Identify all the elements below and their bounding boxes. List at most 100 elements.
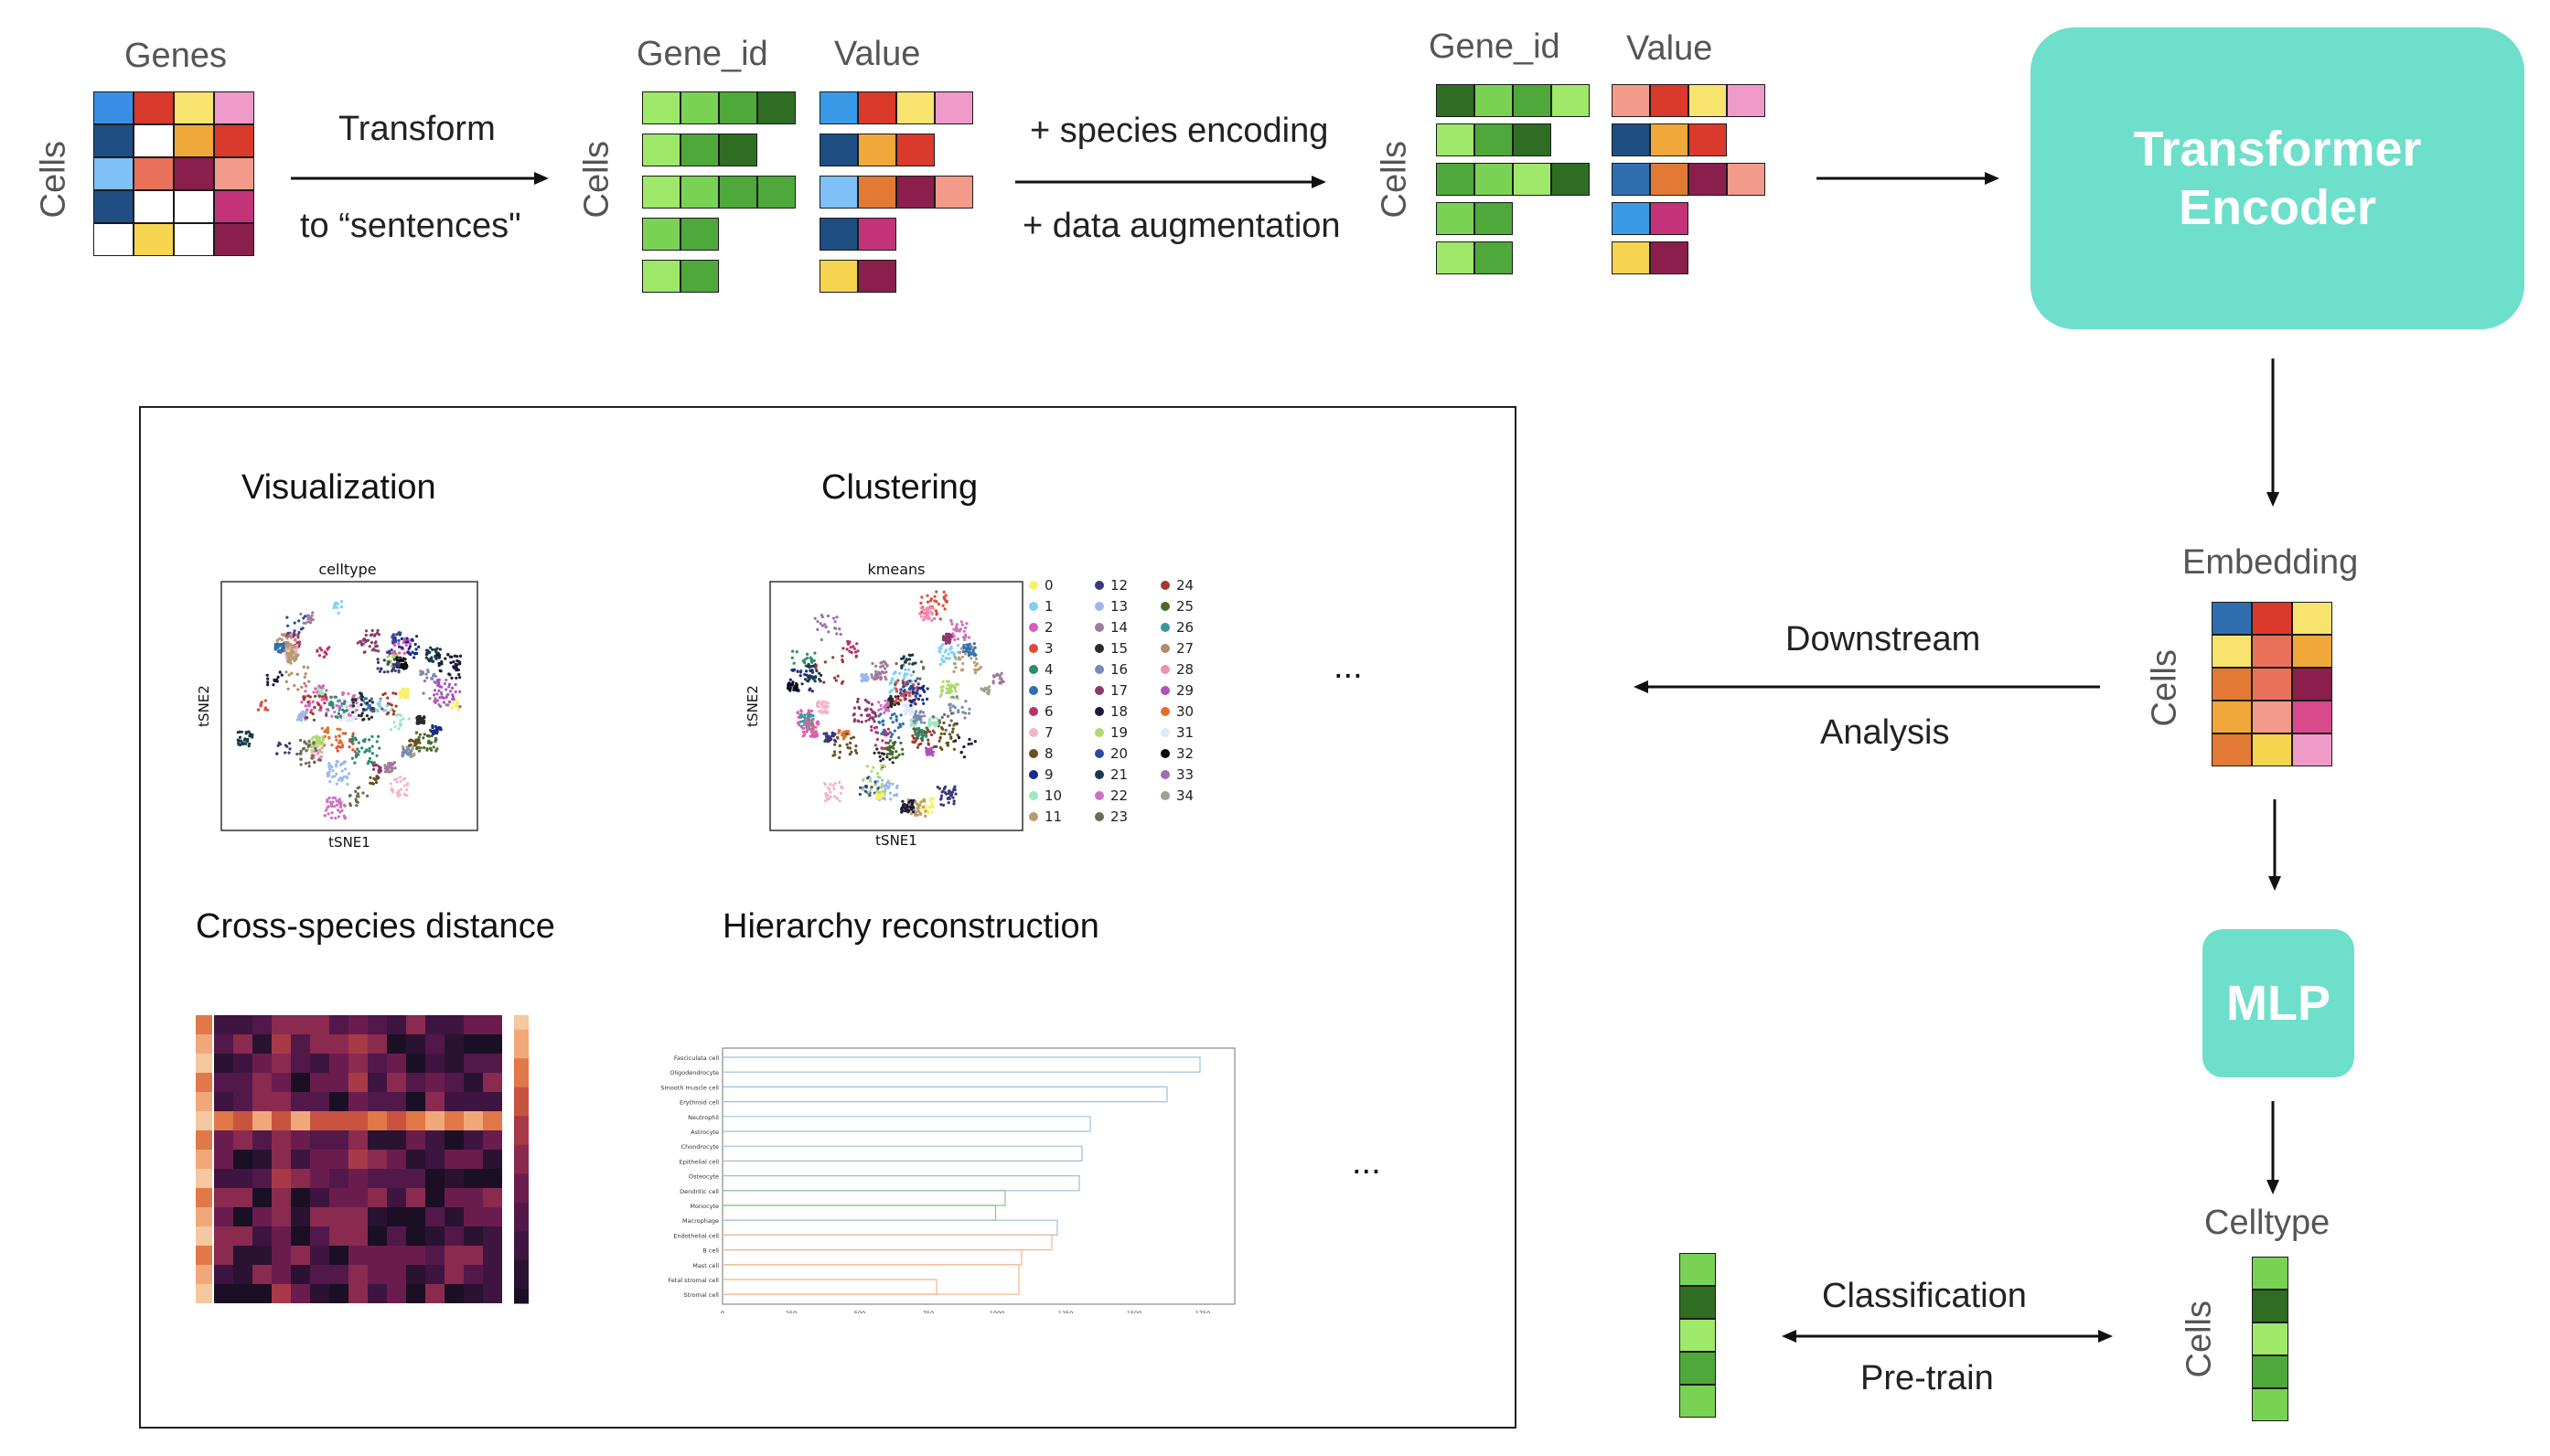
tsne-point — [385, 650, 390, 654]
tsne-point — [307, 740, 311, 744]
heatmap-cell — [368, 1226, 387, 1246]
legend-marker — [1161, 665, 1170, 674]
tsne-point — [370, 707, 374, 711]
tsne-point — [351, 711, 355, 714]
tsne-point — [952, 747, 956, 751]
tsne-point — [280, 633, 284, 637]
tsne-point — [273, 643, 277, 647]
tsne-point — [873, 744, 877, 747]
tsne-point — [820, 637, 823, 642]
heatmap-cell — [387, 1207, 406, 1226]
tsne-point — [401, 666, 404, 669]
tsne-point — [870, 702, 874, 706]
tsne-point — [952, 652, 956, 656]
tsne-point — [874, 725, 879, 729]
tsne-point — [923, 714, 927, 718]
legend-marker — [1095, 791, 1104, 800]
dendro-tick-label: 750 — [923, 1310, 934, 1313]
tsne-point — [978, 667, 981, 670]
legend-marker — [1029, 581, 1038, 590]
tsne-point — [853, 718, 857, 722]
heatmap-cell — [348, 1265, 368, 1284]
dendro-link — [723, 1116, 1091, 1132]
tsne-point — [967, 743, 970, 746]
dendro-link — [723, 1086, 1168, 1103]
tsne-point — [438, 653, 442, 657]
tsne-point — [913, 808, 916, 811]
heatmap-cell — [368, 1150, 387, 1169]
legend-label: 12 — [1110, 577, 1128, 594]
legend-label: 33 — [1176, 766, 1194, 783]
tsne-point — [873, 714, 877, 718]
tsne-point — [852, 735, 855, 739]
tsne-point — [931, 754, 935, 757]
tsne-point — [959, 651, 962, 655]
tsne-point — [845, 648, 849, 651]
vis-xlabel: tSNE1 — [328, 834, 370, 851]
sentence-value-cell — [858, 91, 896, 124]
tsne-point — [938, 787, 941, 790]
heatmap-cell — [310, 1226, 329, 1246]
tsne-point — [959, 647, 963, 650]
tsne-point — [400, 692, 403, 696]
tsne-point — [350, 741, 354, 744]
tsne-point — [287, 751, 291, 755]
heatmap-cell — [483, 1092, 502, 1111]
tsne-point — [306, 703, 311, 707]
heatmap-cell — [406, 1054, 425, 1073]
matrix-cell — [174, 190, 214, 223]
legend-label: 4 — [1045, 661, 1054, 678]
encoded-value-cell — [1612, 163, 1650, 196]
tsne-point — [370, 640, 374, 645]
tsne-point — [798, 670, 802, 674]
tsne-point — [452, 660, 455, 664]
heatmap-cell — [387, 1150, 406, 1169]
legend-marker — [1029, 707, 1038, 716]
tsne-point — [921, 698, 925, 701]
heatmap-cell — [214, 1073, 233, 1092]
tsne-point — [238, 735, 242, 739]
cells-label-1: Cells — [34, 141, 73, 219]
heatmap-cell — [406, 1207, 425, 1226]
tsne-point — [837, 731, 841, 734]
heatmap-cell — [310, 1092, 329, 1111]
heatmap-cell — [464, 1207, 483, 1226]
tsne-point — [355, 794, 359, 798]
tsne-point — [811, 713, 815, 718]
tsne-point — [834, 796, 838, 799]
matrix-cell — [93, 190, 134, 223]
heatmap-cell — [387, 1188, 406, 1207]
heatmap-cell — [291, 1034, 310, 1054]
tsne-point — [822, 711, 826, 714]
tsne-point — [323, 734, 327, 738]
heatmap-cell — [233, 1284, 252, 1303]
tsne-point — [343, 817, 347, 820]
tsne-point — [336, 708, 339, 712]
tsne-point — [954, 739, 958, 743]
tsne-point — [370, 752, 374, 755]
tsne-point — [378, 700, 382, 703]
tsne-point — [367, 717, 371, 721]
heatmap-cell — [368, 1188, 387, 1207]
colorbar-segment — [514, 1209, 529, 1217]
tsne-point — [922, 608, 926, 612]
tsne-point — [448, 655, 452, 658]
tsne-point — [909, 723, 913, 728]
tsne-point — [945, 687, 948, 691]
legend-label: 5 — [1045, 682, 1054, 699]
tsne-point — [348, 794, 352, 798]
tsne-point — [316, 649, 319, 653]
tsne-point — [890, 713, 894, 717]
dendro-leaf-label: Oligodendrocyte — [670, 1069, 719, 1076]
heatmap-cell — [425, 1111, 445, 1130]
tsne-point — [823, 660, 827, 664]
tsne-point — [327, 736, 331, 740]
sentence-gene-cell — [680, 91, 719, 124]
tsne-point — [895, 718, 898, 722]
heatmap-cell — [445, 1169, 464, 1188]
tsne-point — [297, 714, 301, 719]
tsne-point — [848, 753, 852, 756]
heatmap-cell — [425, 1130, 445, 1150]
tsne-point — [942, 590, 946, 594]
tsne-point — [911, 734, 915, 738]
